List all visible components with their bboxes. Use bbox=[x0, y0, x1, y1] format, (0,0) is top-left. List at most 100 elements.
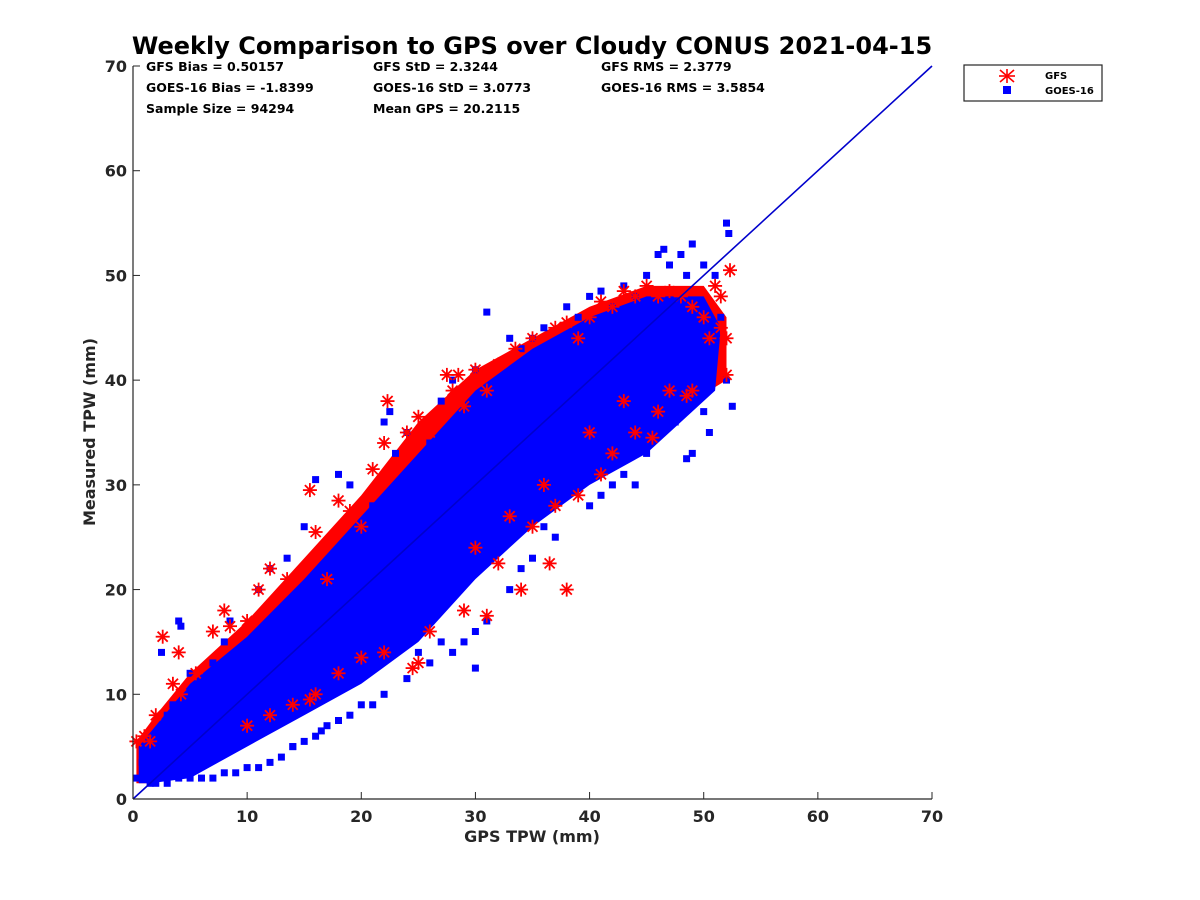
goes16-point bbox=[220, 701, 228, 709]
gfs-point bbox=[285, 697, 300, 712]
goes16-point bbox=[586, 502, 594, 510]
gfs-point bbox=[525, 519, 540, 534]
goes16-point bbox=[717, 313, 725, 321]
x-tick-label: 50 bbox=[693, 807, 715, 826]
x-tick-label: 60 bbox=[807, 807, 829, 826]
legend-gfs-marker bbox=[999, 69, 1015, 83]
goes16-point bbox=[392, 449, 399, 457]
goes16-point bbox=[266, 758, 274, 766]
goes16-point bbox=[700, 261, 708, 269]
gfs-point bbox=[320, 572, 334, 587]
gfs-point bbox=[399, 425, 414, 440]
goes16-point bbox=[671, 418, 679, 426]
stat-gfs-std: GFS StD = 2.3244 bbox=[373, 59, 498, 74]
y-axis-label: Measured TPW (mm) bbox=[80, 338, 99, 526]
stat-sample-size: Sample Size = 94294 bbox=[146, 101, 295, 116]
goes16-point bbox=[471, 628, 479, 635]
goes16-point bbox=[725, 230, 733, 237]
goes16-point bbox=[220, 638, 228, 646]
gfs-point bbox=[173, 687, 188, 702]
x-axis-label: GPS TPW (mm) bbox=[464, 827, 600, 846]
y-tick-label: 60 bbox=[105, 162, 127, 181]
goes16-point bbox=[277, 628, 285, 635]
goes16-point bbox=[620, 470, 628, 478]
y-tick-label: 40 bbox=[105, 371, 127, 390]
gfs-point bbox=[411, 409, 426, 424]
goes16-point bbox=[540, 324, 548, 332]
gfs-point bbox=[719, 331, 734, 346]
goes16-point bbox=[335, 586, 342, 594]
stat-goes16-bias: GOES-16 Bias = -1.8399 bbox=[146, 80, 314, 95]
goes16-point bbox=[386, 408, 394, 416]
gfs-point bbox=[525, 331, 540, 346]
legend-box bbox=[963, 64, 1103, 102]
goes16-point bbox=[677, 251, 685, 258]
gfs-point bbox=[377, 436, 392, 450]
gfs-point bbox=[542, 556, 557, 571]
stat-gfs-bias: GFS Bias = 0.50157 bbox=[146, 59, 284, 74]
goes16-point bbox=[323, 565, 331, 573]
goes16-point bbox=[517, 565, 525, 573]
stat-mean-gps: Mean GPS = 20.2115 bbox=[373, 101, 520, 116]
goes16-point bbox=[586, 292, 594, 300]
goes16-point bbox=[243, 648, 251, 656]
goes16-point bbox=[414, 648, 422, 656]
goes16-point bbox=[169, 701, 177, 709]
gfs-point bbox=[331, 666, 346, 681]
gfs-point bbox=[155, 629, 170, 644]
goes16-point bbox=[608, 366, 616, 374]
y-tick-label: 50 bbox=[105, 266, 127, 285]
goes16-point bbox=[152, 779, 160, 787]
gfs-point bbox=[559, 582, 574, 597]
goes16-point bbox=[517, 397, 525, 405]
goes16-point bbox=[277, 753, 285, 761]
goes16-point bbox=[608, 481, 616, 489]
goes16-point bbox=[300, 523, 308, 531]
goes16-point bbox=[563, 418, 571, 426]
gfs-point bbox=[605, 299, 620, 314]
gfs-point bbox=[571, 331, 586, 346]
one-to-one-reference-line bbox=[132, 65, 933, 800]
goes16-point bbox=[414, 481, 422, 489]
gfs-point bbox=[205, 624, 220, 639]
gfs-point bbox=[536, 477, 551, 492]
goes16-point bbox=[506, 481, 514, 489]
legend-goes16-marker bbox=[1003, 86, 1011, 94]
gfs-point bbox=[365, 462, 380, 477]
goes16-point bbox=[551, 533, 559, 541]
gfs-point bbox=[708, 278, 723, 293]
gfs-point bbox=[405, 661, 420, 676]
stat-gfs-rms: GFS RMS = 2.3779 bbox=[601, 59, 732, 74]
goes16-point bbox=[723, 219, 730, 227]
goes16-point bbox=[403, 675, 411, 683]
gfs-point bbox=[582, 425, 597, 440]
goes16-point bbox=[232, 769, 240, 777]
gfs-point bbox=[662, 383, 677, 398]
goes16-point bbox=[563, 303, 571, 311]
gfs-point bbox=[645, 430, 660, 445]
goes16-point bbox=[654, 429, 662, 436]
goes16-point bbox=[220, 769, 228, 777]
goes16-point bbox=[688, 449, 696, 457]
goes16-point bbox=[449, 648, 457, 656]
gfs-point bbox=[639, 278, 654, 293]
goes16-point bbox=[152, 753, 160, 761]
goes16-point bbox=[471, 664, 479, 672]
goes16-point bbox=[346, 481, 354, 489]
goes16-point bbox=[198, 774, 205, 782]
goes16-point bbox=[357, 701, 365, 709]
goes16-point bbox=[683, 455, 691, 463]
y-tick-label: 0 bbox=[116, 790, 127, 809]
goes16-point bbox=[232, 711, 240, 719]
goes16-point bbox=[660, 245, 668, 253]
chart-title: Weekly Comparison to GPS over Cloudy CON… bbox=[132, 32, 932, 60]
gfs-point bbox=[263, 708, 277, 723]
gfs-point bbox=[651, 289, 666, 304]
gfs-point bbox=[240, 718, 255, 733]
goes16-point bbox=[711, 271, 719, 279]
gfs-point bbox=[263, 561, 277, 576]
gfs-point bbox=[223, 619, 237, 634]
x-axis-ticks: 0 10 20 30 40 50 60 70 bbox=[127, 792, 943, 826]
goes16-point bbox=[163, 779, 171, 787]
